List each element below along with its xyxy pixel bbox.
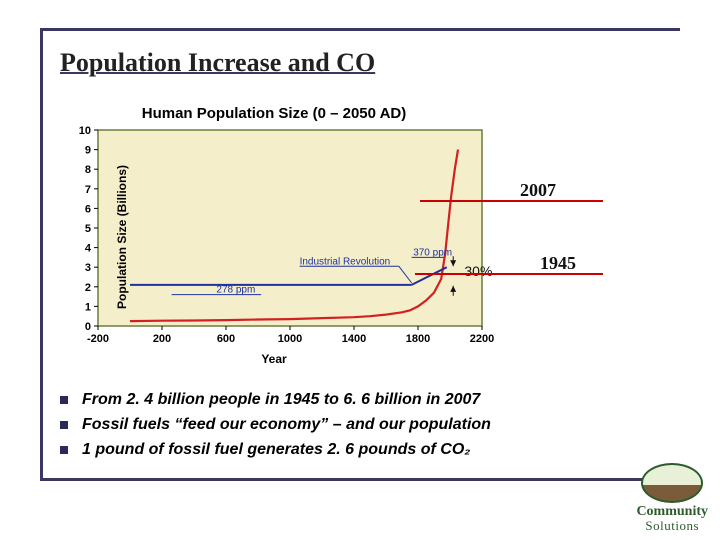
svg-text:-200: -200 bbox=[87, 333, 109, 345]
bullet-text: 1 pound of fossil fuel generates 2. 6 po… bbox=[82, 441, 470, 459]
callout-1945: 1945 bbox=[540, 253, 576, 274]
x-axis-label: Year bbox=[261, 352, 286, 366]
bullet-icon bbox=[60, 396, 68, 404]
chart-container: Human Population Size (0 – 2050 AD) Popu… bbox=[54, 105, 494, 365]
svg-text:1000: 1000 bbox=[278, 333, 302, 345]
svg-text:3: 3 bbox=[85, 262, 91, 274]
chart-title: Human Population Size (0 – 2050 AD) bbox=[54, 105, 494, 122]
bullet-list: From 2. 4 billion people in 1945 to 6. 6… bbox=[60, 390, 640, 465]
svg-text:7: 7 bbox=[85, 184, 91, 196]
y-axis-label: Population Size (Billions) bbox=[115, 165, 129, 309]
svg-text:200: 200 bbox=[153, 333, 171, 345]
svg-text:278 ppm: 278 ppm bbox=[216, 285, 255, 296]
list-item: 1 pound of fossil fuel generates 2. 6 po… bbox=[60, 440, 640, 459]
svg-text:1800: 1800 bbox=[406, 333, 430, 345]
svg-text:2: 2 bbox=[85, 282, 91, 294]
list-item: Fossil fuels “feed our economy” – and ou… bbox=[60, 415, 640, 434]
logo-line1: Community bbox=[636, 505, 708, 519]
svg-text:10: 10 bbox=[79, 125, 91, 137]
svg-text:1400: 1400 bbox=[342, 333, 366, 345]
bullet-text: From 2. 4 billion people in 1945 to 6. 6… bbox=[82, 391, 480, 409]
list-item: From 2. 4 billion people in 1945 to 6. 6… bbox=[60, 390, 640, 409]
svg-text:6: 6 bbox=[85, 203, 91, 215]
svg-text:0: 0 bbox=[85, 321, 91, 333]
svg-text:600: 600 bbox=[217, 333, 235, 345]
logo-line2: Solutions bbox=[636, 519, 708, 532]
chart-body: Population Size (Billions) 0 1 2 3 4 5 6 7 8 9 10 -… bbox=[54, 122, 494, 352]
logo: Community Solutions bbox=[636, 463, 708, 532]
slide-title: Population Increase and CO bbox=[60, 48, 375, 78]
svg-text:30%: 30% bbox=[464, 263, 492, 279]
svg-text:5: 5 bbox=[85, 223, 91, 235]
svg-text:8: 8 bbox=[85, 164, 91, 176]
bullet-icon bbox=[60, 446, 68, 454]
svg-text:370 ppm: 370 ppm bbox=[413, 247, 452, 258]
svg-text:1: 1 bbox=[85, 301, 91, 313]
logo-icon bbox=[641, 463, 703, 503]
svg-text:9: 9 bbox=[85, 145, 91, 157]
callout-line-2007 bbox=[420, 200, 603, 202]
svg-text:2200: 2200 bbox=[470, 333, 494, 345]
bullet-icon bbox=[60, 421, 68, 429]
svg-text:4: 4 bbox=[85, 243, 92, 255]
bullet-text: Fossil fuels “feed our economy” – and ou… bbox=[82, 416, 491, 434]
callout-2007: 2007 bbox=[520, 180, 556, 201]
svg-text:Industrial Revolution: Industrial Revolution bbox=[300, 256, 391, 267]
